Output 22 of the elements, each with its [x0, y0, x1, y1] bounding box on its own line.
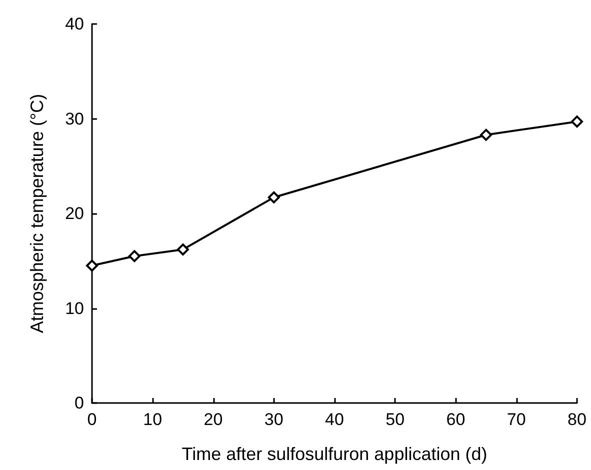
x-tick-label: 0 [87, 410, 97, 429]
y-tick-label: 0 [74, 394, 84, 412]
point [86, 260, 98, 272]
point [128, 250, 140, 262]
point [268, 191, 280, 204]
x-tick-label: 60 [446, 410, 466, 429]
y-axis-title: Atmospheric temperature (°C) [27, 94, 47, 334]
y-tick-label: 40 [65, 14, 84, 34]
x-tick-label: 40 [325, 410, 344, 429]
x-tick-label: 30 [264, 410, 284, 429]
x-tick-label: 20 [204, 410, 223, 429]
x-axis-title: Time after sulfosulfuron application (d) [182, 444, 488, 464]
x-tick-label: 10 [143, 410, 162, 429]
point [176, 244, 189, 256]
y-tick-label: 30 [65, 109, 84, 128]
x-tick-label: 50 [386, 410, 405, 429]
point [571, 116, 583, 128]
x-tick-label: 70 [506, 410, 526, 429]
y-tick-label: 20 [65, 204, 84, 223]
y-tick-label: 10 [65, 298, 84, 318]
point [480, 128, 492, 141]
x-tick-label: 80 [568, 410, 586, 429]
